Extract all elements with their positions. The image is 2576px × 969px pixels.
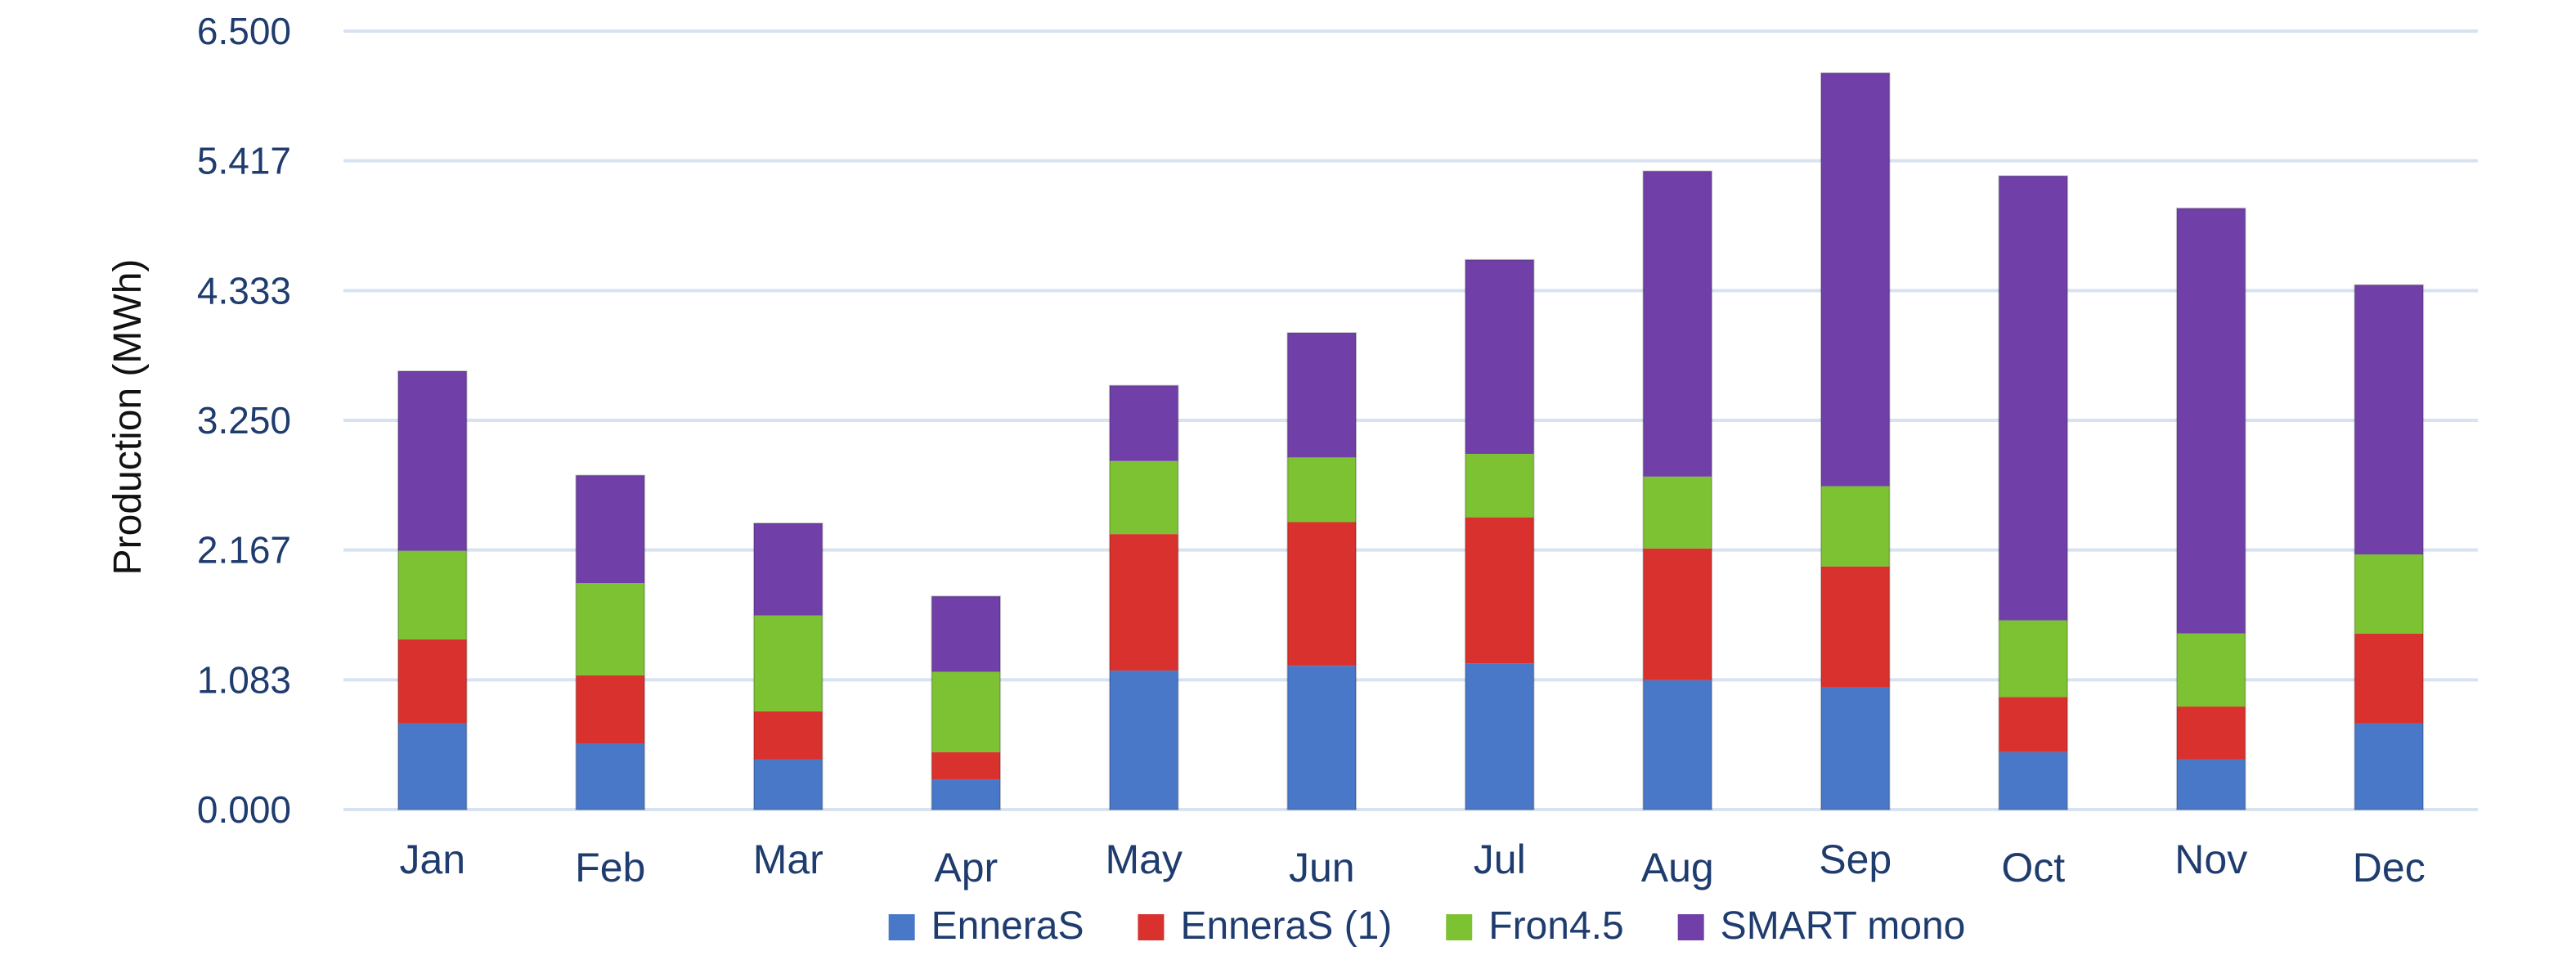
y-tick-label: 1.083 — [197, 658, 291, 701]
bar-segment — [2354, 554, 2424, 634]
bar-segment — [1820, 687, 1890, 810]
bar-segment — [2176, 707, 2246, 760]
legend-swatch — [1677, 914, 1704, 940]
x-axis-ticks: Jan Feb Mar Apr May Jun Jul Aug Sep Oct Nov Dec — [399, 837, 2425, 890]
x-tick-label: Dec — [2353, 845, 2426, 890]
bar-segment — [1643, 171, 1712, 477]
bar-segment — [753, 759, 823, 810]
legend-swatch — [1446, 914, 1473, 940]
bar-outline — [1642, 170, 1713, 811]
bar-segment — [1109, 385, 1178, 461]
bar-outline — [1998, 175, 2069, 811]
x-tick-label: Jun — [1289, 845, 1355, 890]
bar-outline — [1108, 384, 1179, 810]
bar-segment — [1287, 333, 1357, 458]
bar-segment — [1109, 460, 1178, 535]
bar-segment — [753, 615, 823, 711]
x-tick-label: Oct — [2001, 845, 2065, 890]
bar-segment — [753, 523, 823, 616]
bar-segment — [1820, 566, 1890, 688]
bar-outline — [575, 474, 646, 810]
bar-segment — [1465, 663, 1534, 810]
legend: EnneraS EnneraS (1) Fron4.5 SMART mono — [888, 904, 1966, 948]
bar-segment — [2176, 633, 2246, 707]
bar-segment — [397, 550, 467, 640]
bar-segment — [576, 475, 645, 584]
x-tick-label: Aug — [1641, 845, 1714, 890]
bar-segment — [576, 675, 645, 744]
bar-segment — [1999, 620, 2068, 698]
y-tick-label: 2.167 — [197, 529, 291, 572]
x-tick-label: Apr — [934, 845, 998, 890]
bar-segment — [1465, 454, 1534, 518]
legend-label: EnneraS (1) — [1180, 904, 1392, 948]
bar-segment — [1820, 73, 1890, 487]
y-tick-label: 4.333 — [197, 269, 291, 312]
bar-segment — [1287, 522, 1357, 666]
bar-segment — [1465, 517, 1534, 664]
x-tick-label: May — [1106, 837, 1183, 882]
y-tick-label: 5.417 — [197, 140, 291, 182]
y-axis-title: Production (MWh) — [106, 259, 150, 576]
bar-segment — [1643, 476, 1712, 549]
bar-outline — [397, 370, 468, 811]
x-tick-label: Sep — [1819, 837, 1892, 882]
bar-segment — [1999, 697, 2068, 752]
bar-segment — [931, 779, 1001, 810]
bar-segment — [1643, 548, 1712, 680]
gridlines — [343, 29, 2478, 811]
bar-outline — [1820, 72, 1891, 810]
bar-outline — [2354, 284, 2425, 810]
bar-segment — [753, 711, 823, 760]
bar-segment — [2354, 723, 2424, 810]
bar-segment — [931, 596, 1001, 672]
bar-segment — [397, 370, 467, 551]
bar-segment — [1109, 671, 1178, 810]
bar-segment — [576, 743, 645, 810]
legend-label: SMART mono — [1721, 904, 1966, 948]
legend-label: EnneraS — [931, 904, 1084, 948]
x-tick-label: Nov — [2174, 837, 2247, 882]
bar-segment — [1465, 259, 1534, 455]
bar-segment — [397, 723, 467, 810]
bar-outline — [931, 595, 1002, 810]
bar-segment — [2176, 759, 2246, 810]
bar-segment — [397, 639, 467, 724]
bar-segment — [1287, 666, 1357, 810]
bar-segment — [1820, 486, 1890, 567]
x-tick-label: Mar — [753, 837, 824, 882]
y-axis-ticks: 0.000 1.083 2.167 3.250 4.333 5.417 6.500 — [197, 10, 291, 831]
bar-segment — [1643, 680, 1712, 810]
bar-segment — [1999, 751, 2068, 810]
bar-segment — [931, 751, 1001, 780]
bar-segment — [1999, 176, 2068, 621]
bar-segment — [1109, 534, 1178, 671]
bar-outline — [1464, 258, 1535, 811]
y-tick-label: 3.250 — [197, 399, 291, 442]
x-tick-label: Feb — [575, 845, 645, 890]
bar-segment — [576, 583, 645, 675]
bars — [397, 72, 2425, 811]
bar-segment — [1287, 457, 1357, 523]
bar-segment — [2354, 633, 2424, 724]
y-tick-label: 6.500 — [197, 10, 291, 52]
bar-segment — [2176, 208, 2246, 634]
bar-outline — [1286, 332, 1358, 810]
legend-label: Fron4.5 — [1488, 904, 1623, 948]
legend-swatch — [888, 914, 915, 940]
x-tick-label: Jan — [399, 837, 465, 882]
legend-swatch — [1138, 914, 1165, 940]
x-tick-label: Jul — [1474, 837, 1526, 882]
y-tick-label: 0.000 — [197, 788, 291, 831]
bar-outline — [2175, 207, 2246, 811]
bar-segment — [931, 671, 1001, 752]
bar-segment — [2354, 285, 2424, 555]
bar-outline — [752, 522, 824, 810]
